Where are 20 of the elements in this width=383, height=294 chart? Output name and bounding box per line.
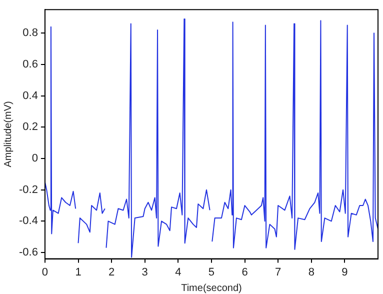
x-tick-label: 9 xyxy=(342,266,348,278)
x-tick-label: 5 xyxy=(208,266,215,278)
x-tick-label: 2 xyxy=(108,266,115,278)
y-tick-label: -0.4 xyxy=(18,215,38,228)
y-tick-label: -0.6 xyxy=(18,246,38,259)
x-tick-label: 0 xyxy=(42,266,48,278)
y-tick-label: 0.2 xyxy=(22,121,38,134)
y-tick-label: 0.6 xyxy=(22,58,38,70)
x-tick-label: 3 xyxy=(142,266,148,278)
y-tick-label: -0.2 xyxy=(18,184,38,196)
y-tick-label: 0.4 xyxy=(22,90,38,102)
x-tick-label: 7 xyxy=(275,266,282,278)
y-tick-label: 0.8 xyxy=(22,27,38,40)
x-tick-label: 8 xyxy=(308,266,314,278)
y-tick-label: 0 xyxy=(32,152,38,165)
y-axis-title: Amplitude(mV) xyxy=(2,101,14,168)
x-tick-label: 1 xyxy=(75,266,82,278)
x-axis-title: Time(second) xyxy=(181,282,242,294)
x-tick-label: 6 xyxy=(242,266,248,278)
x-tick-label: 4 xyxy=(175,266,182,278)
